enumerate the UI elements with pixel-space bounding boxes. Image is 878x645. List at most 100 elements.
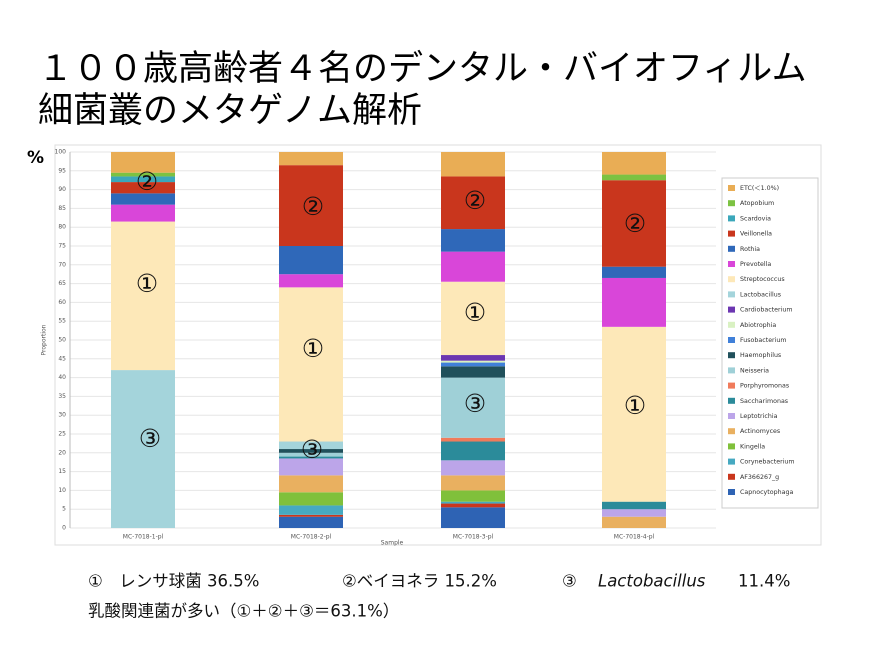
y-tick-label: 45 [58,355,66,362]
bar-segment [441,437,505,442]
legend-label: Fusobacterium [740,337,787,344]
legend-swatch [728,261,735,267]
bar-segment [279,456,343,459]
y-tick-label: 50 [58,337,66,344]
legend-swatch [728,382,735,389]
bar-segment [441,377,505,438]
legend-label: Saccharimonas [740,398,788,405]
bar-segment [279,152,343,166]
y-tick-label: 10 [58,487,66,494]
bar-segment [441,507,505,528]
annotation: ② [302,192,324,221]
y-tick-label: 75 [58,243,66,250]
bar-segment [441,490,505,502]
footer-item: 11.4% [738,572,790,591]
bar-segment [279,441,343,450]
bar-segment [279,165,343,246]
y-tick-label: 85 [58,205,66,212]
legend-label: Rothia [740,246,760,253]
footer-item: Lactobacillus [598,572,706,591]
legend-label: Streptococcus [740,276,785,283]
legend-swatch [728,245,735,252]
legend-swatch [728,413,735,419]
legend-label: Capnocytophaga [740,489,793,496]
bar-segment [602,174,666,181]
y-tick-label: 5 [62,506,66,513]
bar-segment [441,152,505,177]
bar-segment [441,362,505,367]
bar-segment [602,501,666,510]
bar-segment [441,251,505,282]
annotation: ① [464,298,486,327]
y-tick-label: 70 [58,261,66,268]
bar-segment [279,452,343,457]
legend-swatch [728,200,735,207]
legend-label: Cardiobacterium [740,307,792,314]
legend-swatch [728,185,735,191]
bar-segment [441,176,505,230]
bar-segment [279,514,343,517]
bar-segment [602,516,666,528]
y-tick-label: 0 [62,525,66,532]
bar-segment [111,204,175,222]
legend-swatch [728,215,735,222]
legend-label: Porphyromonas [740,383,789,390]
bar-segment [279,246,343,275]
bar-segment [441,503,505,508]
title-line: １００歳高齢者４名のデンタル・バイオフィルム [38,49,807,89]
bar-segment [111,152,175,173]
y-tick-label: 20 [58,449,66,456]
bar-segment [279,458,343,476]
y-tick-label: 15 [58,468,66,475]
legend-label: AF366267_g [740,474,779,481]
legend-swatch [728,458,735,465]
y-axis-label: Proportion [41,324,48,355]
footer-item: ① レンサ球菌 36.5% [88,572,259,591]
legend-swatch [728,276,735,283]
legend-swatch [728,367,735,374]
legend-label: Actinomyces [740,428,780,435]
legend-label: Leptotrichia [740,413,778,420]
x-axis-label: Sample [381,540,404,547]
y-tick-label: 100 [55,149,67,156]
bar-segment [111,176,175,183]
bar-segment [279,274,343,288]
legend-swatch [728,443,735,450]
bar-segment [279,516,343,528]
legend-label: Kingella [740,443,765,450]
bar-segment [602,152,666,175]
legend-label: Abiotrophia [740,322,776,329]
legend-swatch [728,291,735,298]
chart-panel [54,144,822,546]
annotation: ③ [139,424,161,453]
bar-segment [111,182,175,194]
legend-label: Haemophilus [740,352,781,359]
y-tick-label: 80 [58,224,66,231]
legend-label: Veillonella [740,231,772,238]
annotation: ③ [301,435,323,464]
legend-swatch [728,428,735,435]
y-tick-label: 40 [58,374,66,381]
y-tick-label: 95 [58,167,66,174]
legend-box [721,177,819,509]
bar-segment [602,326,666,502]
bar-segment [111,193,175,205]
bar-segment [279,492,343,506]
bar-segment [111,221,175,371]
x-tick-label: MC-7018-3-pl [453,534,494,541]
title-line: 細菌叢のメタゲノム解析 [38,91,422,131]
x-tick-label: MC-7018-2-pl [291,534,332,541]
legend-label: Prevotella [740,261,771,268]
bar-segment [602,277,666,327]
x-tick-label: MC-7018-1-pl [123,534,164,541]
annotation: ① [624,391,646,420]
bar-segment [111,172,175,177]
x-tick-label: MC-7018-4-pl [614,534,655,541]
bar-segment [279,475,343,493]
bar-segment [441,229,505,252]
bar-segment [602,180,666,267]
legend-label: Corynebacterium [740,459,795,466]
legend-label: Lactobacillus [740,291,781,298]
bar-segment [279,505,343,515]
